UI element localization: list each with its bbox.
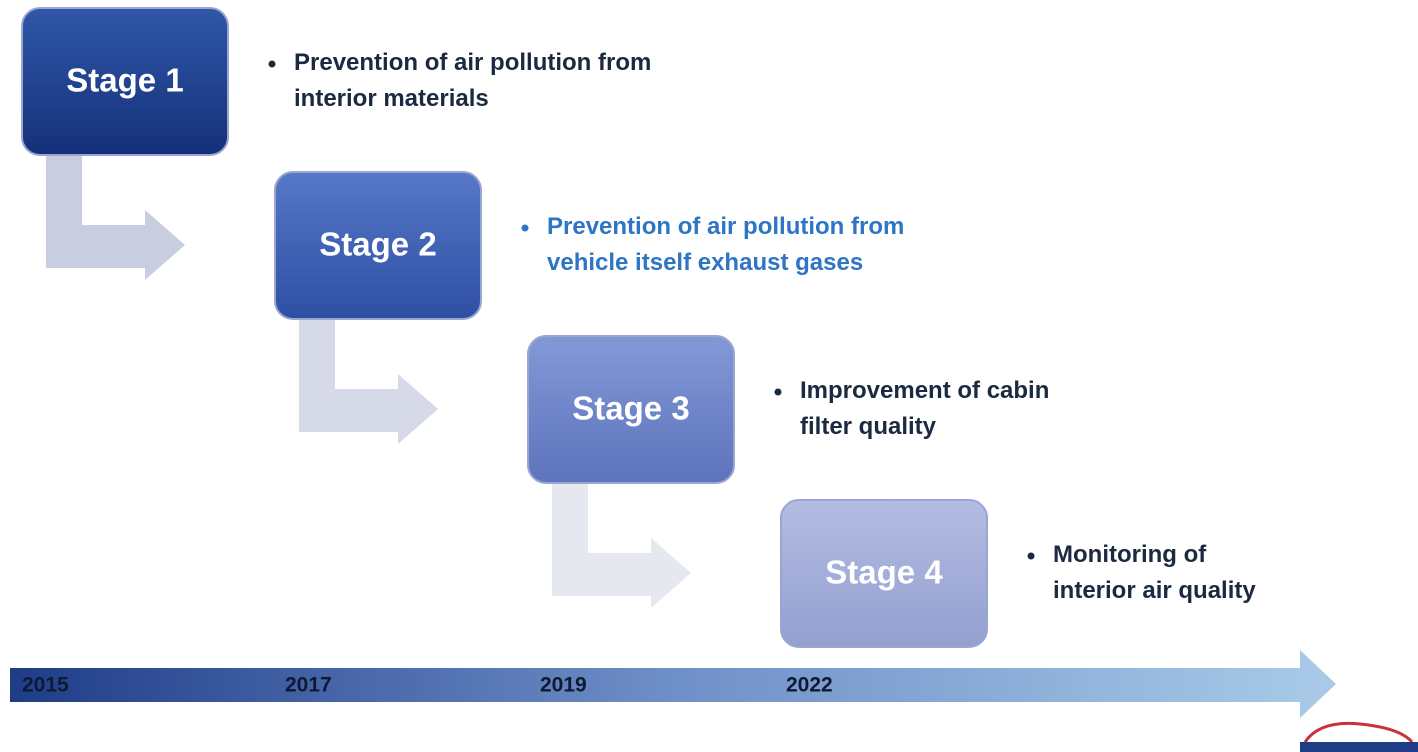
stage-box — [527, 335, 735, 484]
elbow-arrow — [299, 319, 438, 444]
stage-box — [21, 7, 229, 156]
bullet-dot — [774, 388, 782, 396]
bullet-text: vehicle itself exhaust gases — [547, 249, 863, 276]
year-label: 2022 — [786, 674, 833, 697]
connectors — [46, 155, 691, 608]
stage: Stage 1 Prevention of air pollution from i… — [21, 7, 651, 156]
timeline-arrow — [10, 650, 1336, 718]
year-label: 2017 — [285, 674, 332, 697]
logo — [1300, 721, 1418, 752]
bullet-text: interior materials — [294, 85, 489, 112]
stage: Stage 3 Improvement of cabin filter qualit… — [527, 335, 1049, 484]
stage-label: Stage 1 — [66, 62, 183, 99]
stage: Stage 2 Prevention of air pollution from v… — [274, 171, 904, 320]
year-label: 2015 — [22, 674, 69, 697]
bullet-text: filter quality — [800, 413, 937, 440]
stage-label: Stage 4 — [825, 554, 943, 591]
bullet-dot — [1027, 552, 1035, 560]
stage-label: Stage 2 — [319, 226, 436, 263]
stage-box — [274, 171, 482, 320]
bullet-dot — [521, 224, 529, 232]
elbow-arrow — [46, 155, 185, 280]
bullet-dot — [268, 60, 276, 68]
bullet-text: Improvement of cabin — [800, 377, 1049, 404]
bullet-text: Prevention of air pollution from — [294, 49, 651, 76]
bullet-text: Monitoring of — [1053, 541, 1207, 568]
year-label: 2019 — [540, 674, 587, 697]
stage-label: Stage 3 — [572, 390, 689, 427]
bullet-text: Prevention of air pollution from — [547, 213, 904, 240]
bullet-text: interior air quality — [1053, 577, 1256, 604]
stage-box — [780, 499, 988, 648]
stage: Stage 4 Monitoring of interior air quality — [780, 499, 1256, 648]
elbow-arrow — [552, 483, 691, 608]
